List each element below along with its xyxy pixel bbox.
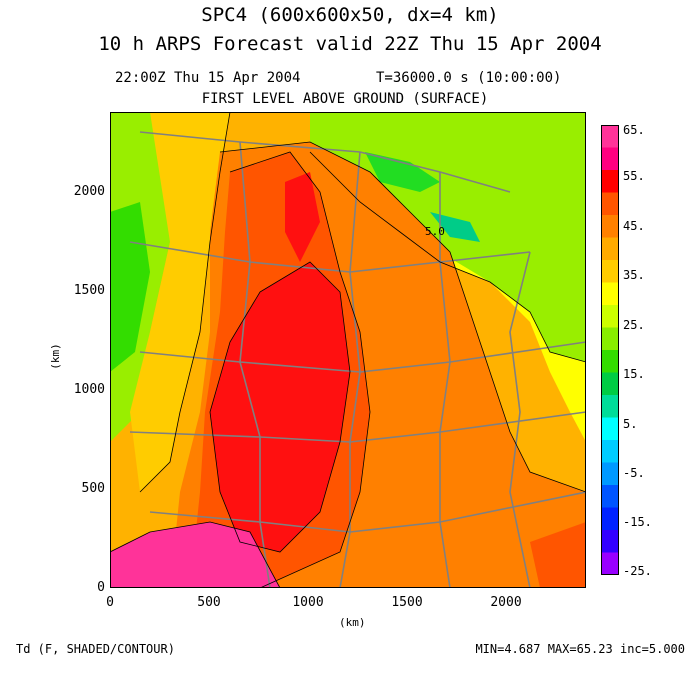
colorbar-swatch <box>601 327 619 351</box>
colorbar-swatch <box>601 462 619 486</box>
y-tick-label: 2000 <box>73 184 105 199</box>
state-boundaries <box>129 131 586 588</box>
colorbar-label: 15. <box>623 367 645 381</box>
colorbar-swatch <box>601 485 619 508</box>
x-tick-label: 500 <box>197 595 221 610</box>
y-tick-label: 0 <box>97 580 105 595</box>
x-tick-label: 1000 <box>292 595 324 610</box>
colorbar-label: -25. <box>623 564 652 578</box>
plot-forecast-title: 10 h ARPS Forecast valid 22Z Thu 15 Apr … <box>98 33 602 55</box>
y-tick-label: 1000 <box>73 382 105 397</box>
colorbar-swatch <box>601 417 619 441</box>
colorbar-swatch <box>601 507 619 531</box>
dewpoint-region-lake-michigan <box>430 212 480 242</box>
y-tick-label: 500 <box>81 481 105 496</box>
dewpoint-region-west <box>110 112 200 442</box>
min-max-inc-label: MIN=4.687 MAX=65.23 inc=5.000 <box>475 643 685 655</box>
dewpoint-contours <box>110 112 586 588</box>
dewpoint-region-east-coast <box>530 522 586 588</box>
colorbar-label: 35. <box>623 268 645 282</box>
colorbar-swatch <box>601 395 619 418</box>
colorbar <box>601 125 619 575</box>
x-tick-label: 0 <box>106 595 114 610</box>
dewpoint-region-maximum <box>110 522 280 588</box>
dewpoint-region-core <box>210 262 350 552</box>
plot-title: SPC4 (600x600x50, dx=4 km) <box>201 4 499 26</box>
dewpoint-region-lake-superior <box>365 152 440 192</box>
dewpoint-map: 5.0 <box>110 112 586 588</box>
dewpoint-region-north-core <box>285 172 320 262</box>
colorbar-swatch <box>601 125 619 148</box>
colorbar-swatch <box>601 170 619 193</box>
colorbar-swatch <box>601 350 619 373</box>
colorbar-swatch <box>601 192 619 216</box>
level-label: FIRST LEVEL ABOVE GROUND (SURFACE) <box>201 91 489 107</box>
field-label: Td (F, SHADED/CONTOUR) <box>16 642 175 656</box>
colorbar-swatch <box>601 237 619 261</box>
colorbar-swatch <box>601 215 619 238</box>
dewpoint-region-plains <box>130 112 230 492</box>
increment-value: inc=5.000 <box>619 642 685 656</box>
colorbar-label: 25. <box>623 318 645 332</box>
colorbar-label: 55. <box>623 169 645 183</box>
model-time-label: T=36000.0 s (10:00:00) <box>376 70 562 86</box>
colorbar-swatch <box>601 440 619 463</box>
colorbar-swatch <box>601 282 619 306</box>
contour-label: 5.0 <box>425 225 445 238</box>
colorbar-swatch <box>601 530 619 553</box>
colorbar-swatch <box>601 305 619 328</box>
colorbar-swatch <box>601 552 619 575</box>
dewpoint-region-far-west <box>110 202 150 372</box>
colorbar-label: 5. <box>623 417 638 431</box>
y-axis-label: (km) <box>48 343 62 370</box>
colorbar-label: 45. <box>623 219 645 233</box>
colorbar-label: -5. <box>623 466 645 480</box>
x-tick-label: 2000 <box>490 595 522 610</box>
colorbar-label: 65. <box>623 123 645 137</box>
colorbar-swatch <box>601 260 619 283</box>
y-tick-label: 1500 <box>73 283 105 298</box>
x-axis-label: (km) <box>339 616 366 629</box>
colorbar-swatch <box>601 372 619 396</box>
colorbar-swatch <box>601 147 619 171</box>
min-value: MIN=4.687 <box>475 642 541 656</box>
x-tick-label: 1500 <box>391 595 423 610</box>
colorbar-label: -15. <box>623 515 652 529</box>
valid-time-label: 22:00Z Thu 15 Apr 2004 <box>115 70 301 86</box>
max-value: MAX=65.23 <box>547 642 613 656</box>
